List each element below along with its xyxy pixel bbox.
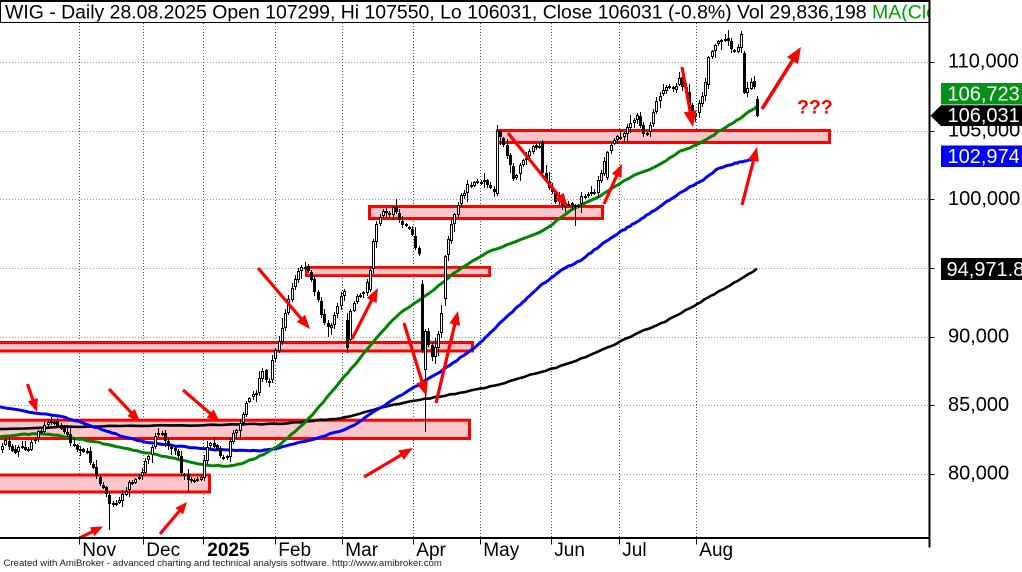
svg-text:2025: 2025 — [207, 540, 250, 561]
svg-text:90,000: 90,000 — [948, 326, 1009, 348]
svg-text:???: ??? — [797, 97, 833, 119]
svg-text:Jun: Jun — [554, 540, 585, 561]
svg-text:94,971.8: 94,971.8 — [947, 259, 1022, 281]
svg-text:Jul: Jul — [622, 540, 646, 561]
svg-text:102,974: 102,974 — [948, 146, 1020, 168]
svg-text:106,723: 106,723 — [948, 83, 1020, 105]
svg-text:May: May — [483, 540, 519, 561]
svg-text:Created with AmiBroker - advan: Created with AmiBroker - advanced charti… — [4, 558, 442, 569]
svg-text:80,000: 80,000 — [948, 463, 1009, 485]
svg-text:Aug: Aug — [699, 540, 733, 561]
svg-text:85,000: 85,000 — [948, 394, 1009, 416]
svg-text:Nov: Nov — [82, 540, 116, 561]
svg-text:WIG - Daily 28.08.2025 Open 10: WIG - Daily 28.08.2025 Open 107299, Hi 1… — [5, 1, 947, 23]
svg-text:Apr: Apr — [416, 540, 446, 561]
svg-text:110,000: 110,000 — [948, 51, 1019, 73]
svg-text:Feb: Feb — [278, 540, 311, 561]
svg-text:100,000: 100,000 — [948, 188, 1020, 210]
svg-text:Mar: Mar — [345, 540, 378, 561]
svg-text:106,031: 106,031 — [948, 105, 1020, 127]
svg-text:Dec: Dec — [146, 540, 180, 561]
